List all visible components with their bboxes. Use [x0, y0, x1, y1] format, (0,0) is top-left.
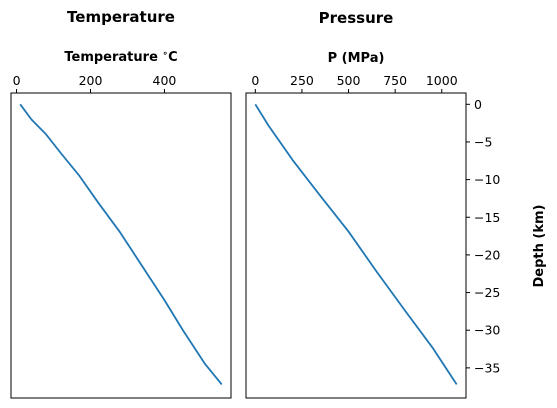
temperature-xlabel: Temperature ∘C [64, 49, 177, 65]
x-tick-label: 1000 [426, 73, 458, 88]
pressure-series-line [255, 104, 456, 384]
x-tick-label: 0 [13, 73, 21, 88]
y-tick-label: −15 [474, 210, 500, 225]
y-tick-label: −35 [474, 360, 500, 375]
x-tick-label: 0 [251, 73, 259, 88]
y-tick-label: 0 [474, 97, 482, 112]
y-tick-label: −25 [474, 285, 500, 300]
pressure-xticks: 0 250 500 750 1000 [251, 73, 457, 93]
x-tick-label: 750 [383, 73, 407, 88]
x-tick-label: 250 [290, 73, 314, 88]
pressure-title: Pressure [319, 9, 394, 27]
pressure-panel: Pressure P (MPa) 0 250 500 750 1000 0 −5 −10 −1… [246, 9, 547, 398]
temperature-xticks: 0 200 400 [13, 73, 177, 93]
x-tick-label: 400 [153, 73, 177, 88]
temperature-series-line [20, 104, 222, 384]
x-tick-label: 200 [79, 73, 103, 88]
y-tick-label: −20 [474, 247, 500, 262]
pressure-axes-frame [246, 93, 466, 398]
pressure-xlabel: P (MPa) [328, 51, 385, 66]
pressure-ylabel: Depth (km) [532, 205, 547, 288]
pressure-yticks: 0 −5 −10 −15 −20 −25 −30 −35 [466, 97, 500, 376]
x-tick-label: 500 [337, 73, 361, 88]
temperature-title: Temperature [67, 8, 175, 26]
temperature-panel: Temperature Temperature ∘C 0 200 400 [11, 8, 231, 398]
y-tick-label: −10 [474, 172, 500, 187]
y-tick-label: −5 [474, 134, 492, 149]
y-tick-label: −30 [474, 323, 500, 338]
